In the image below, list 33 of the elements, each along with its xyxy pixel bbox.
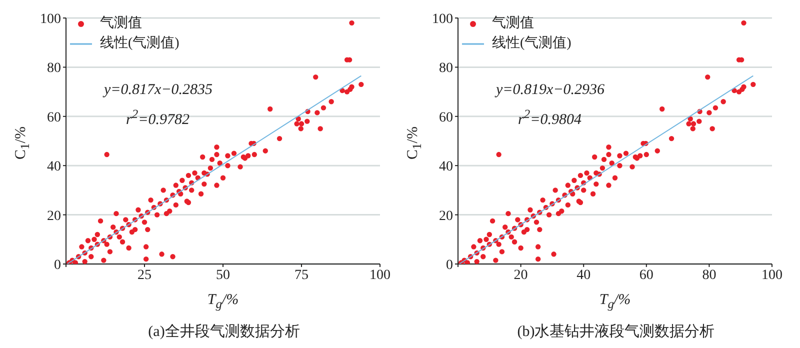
annotation: y=0.819x−0.2936 <box>496 81 605 100</box>
y-tick-label: 60 <box>47 110 61 126</box>
legend-label: 线性(气测值) <box>492 34 572 53</box>
y-tick-label: 40 <box>47 160 61 175</box>
x-tick-label: 20 <box>514 268 528 283</box>
annotation: r$^{2}$=0.9782 <box>125 106 190 130</box>
annotation: y=0.817x−0.2835 <box>104 81 213 100</box>
text: (b)水基钻井液段气测数据分析 <box>516 322 716 341</box>
x-axis-title: T$_{g}$/% <box>206 292 240 312</box>
text: (a)全井段气测数据分析 <box>147 322 301 341</box>
y-tick-label: 80 <box>439 61 453 76</box>
x-tick-label: 60 <box>639 268 654 283</box>
x-axis-title: T$_{g}$/% <box>598 292 632 312</box>
x-tick-label: 75 <box>294 268 308 283</box>
x-tick-label: 100 <box>762 268 782 283</box>
legend-label: 气测值 <box>100 14 142 33</box>
legend-label: 气测值 <box>492 14 534 33</box>
x-tick-label: 25 <box>138 268 152 283</box>
legend-label: 线性(气测值) <box>100 34 180 53</box>
y-tick-label: 60 <box>439 110 453 126</box>
y-tick-label: 100 <box>40 12 61 27</box>
y-tick-label: 0 <box>446 258 453 273</box>
y-tick-label: 40 <box>439 160 453 175</box>
y-tick-label: 80 <box>47 61 61 76</box>
y-tick-label: 20 <box>47 208 61 224</box>
x-tick-label: 100 <box>370 268 390 283</box>
y-tick-label: 20 <box>439 208 453 224</box>
y-tick-label: 100 <box>432 12 453 27</box>
annotation: r$^{2}$=0.9804 <box>517 106 582 130</box>
x-tick-label: 40 <box>576 268 591 283</box>
y-tick-label: 0 <box>54 258 61 273</box>
x-tick-label: 80 <box>702 268 716 283</box>
x-tick-label: 50 <box>216 268 230 283</box>
